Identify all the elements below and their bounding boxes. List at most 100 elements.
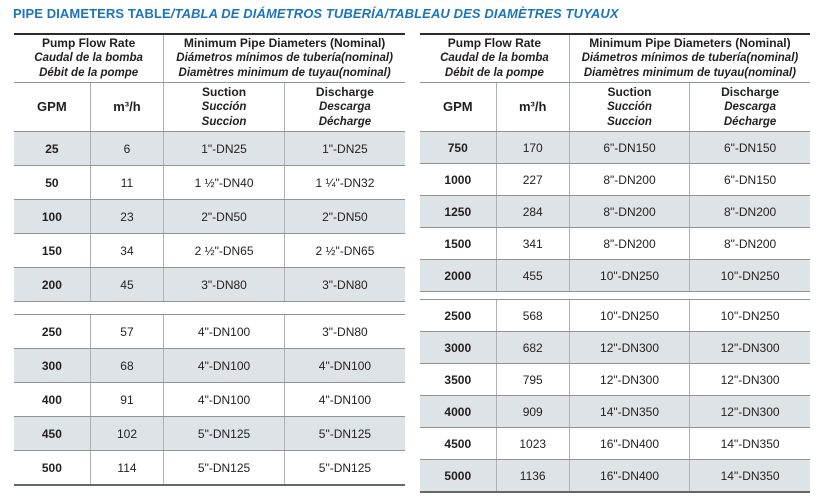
table-row: 100 23 2"-DN50 2"-DN50 — [14, 199, 405, 234]
m3h-value: 682 — [495, 331, 570, 364]
gpm-value: 1000 — [420, 163, 497, 196]
block-gap — [14, 301, 405, 315]
gpm-value: 50 — [14, 165, 91, 200]
header-minpipe-es: Diámetros mínimos de tubería(nominal) — [176, 52, 393, 65]
discharge-value: 1"-DN25 — [283, 131, 405, 166]
gpm-value: 25 — [14, 131, 91, 166]
m3h-value: 1136 — [495, 459, 570, 493]
header-suction: Suction Succión Succion — [163, 82, 285, 132]
table-row: 1000 227 8"-DN200 6"-DN150 — [420, 163, 810, 196]
header-min-pipe-diameters: Minimum Pipe Diameters (Nominal) Diámetr… — [163, 34, 405, 83]
gpm-value: 3000 — [420, 331, 497, 364]
gpm-value: 100 — [14, 199, 91, 234]
table-row: 750 170 6"-DN150 6"-DN150 — [420, 131, 810, 164]
table-row: 4500 1023 16"-DN400 14"-DN350 — [420, 427, 810, 460]
header-flow-es: Caudal de la bomba — [440, 52, 549, 65]
suction-value: 2"-DN50 — [163, 199, 285, 234]
m3h-value: 23 — [89, 199, 164, 234]
header-minpipe-en: Minimum Pipe Diameters (Nominal) — [589, 36, 791, 51]
header-minpipe-es: Diámetros mínimos de tubería(nominal) — [581, 52, 799, 65]
suction-value: 1"-DN25 — [163, 131, 285, 166]
header-discharge: Discharge Descarga Décharge — [689, 82, 810, 132]
suction-value: 1 ½"-DN40 — [163, 165, 285, 200]
table-row: 150 34 2 ½"-DN65 2 ½"-DN65 — [14, 233, 405, 268]
suction-value: 8"-DN200 — [568, 227, 690, 260]
gpm-value: 450 — [14, 416, 91, 451]
table-row: 25 6 1"-DN25 1"-DN25 — [14, 131, 405, 166]
table-row: 2500 568 10"-DN250 10"-DN250 — [420, 299, 810, 332]
header-minpipe-fr: Diamètres minimum de tuyau(nominal) — [583, 67, 796, 80]
gpm-value: 200 — [14, 267, 91, 302]
suction-value: 12"-DN300 — [568, 331, 690, 364]
gpm-value: 250 — [14, 314, 91, 349]
discharge-value: 1 ¼"-DN32 — [283, 165, 405, 200]
gpm-value: 2500 — [420, 299, 497, 332]
title-translations: /TABLA DE DIÁMETROS TUBERÍA/TABLEAU DES … — [170, 6, 619, 21]
pipe-table-high-flow: Pump Flow Rate Caudal de la bomba Débit … — [420, 33, 810, 493]
table-row: 5000 1136 16"-DN400 14"-DN350 — [420, 459, 810, 493]
table-row: 500 114 5"-DN125 5"-DN125 — [14, 450, 405, 486]
header-m3h: m³/h — [89, 82, 164, 132]
gpm-value: 400 — [14, 382, 91, 417]
header-group-row: Pump Flow Rate Caudal de la bomba Débit … — [14, 34, 405, 83]
suction-value: 2 ½"-DN65 — [163, 233, 285, 268]
suction-value: 8"-DN200 — [568, 163, 690, 196]
suction-value: 4"-DN100 — [163, 314, 285, 349]
discharge-value: 14"-DN350 — [689, 427, 810, 460]
m3h-value: 34 — [89, 233, 164, 268]
gpm-value: 1500 — [420, 227, 497, 260]
suction-value: 3"-DN80 — [163, 267, 285, 302]
m3h-value: 1023 — [495, 427, 570, 460]
table-row: 200 45 3"-DN80 3"-DN80 — [14, 267, 405, 302]
gpm-value: 4500 — [420, 427, 497, 460]
header-minpipe-en: Minimum Pipe Diameters (Nominal) — [183, 36, 386, 51]
suction-value: 4"-DN100 — [163, 382, 285, 417]
suction-value: 5"-DN125 — [163, 416, 285, 451]
title-english: PIPE DIAMETERS TABLE — [13, 6, 171, 21]
table-row: 300 68 4"-DN100 4"-DN100 — [14, 348, 405, 383]
m3h-value: 170 — [495, 131, 570, 164]
gpm-value: 3500 — [420, 363, 497, 396]
discharge-value: 4"-DN100 — [283, 348, 405, 383]
header-flow-en: Pump Flow Rate — [447, 36, 542, 51]
header-pump-flow-rate: Pump Flow Rate Caudal de la bomba Débit … — [14, 34, 164, 83]
m3h-value: 455 — [495, 259, 570, 292]
table-row: 450 102 5"-DN125 5"-DN125 — [14, 416, 405, 451]
discharge-value: 3"-DN80 — [283, 314, 405, 349]
discharge-value: 10"-DN250 — [689, 299, 810, 332]
header-suction: Suction Succión Succion — [568, 82, 690, 132]
suction-value: 4"-DN100 — [163, 348, 285, 383]
discharge-value: 8"-DN200 — [689, 227, 810, 260]
m3h-value: 795 — [495, 363, 570, 396]
discharge-value: 6"-DN150 — [689, 163, 810, 196]
discharge-value: 5"-DN125 — [283, 416, 405, 451]
suction-value: 12"-DN300 — [568, 363, 690, 396]
m3h-value: 91 — [89, 382, 164, 417]
header-columns-row: GPM m³/h Suction Succión Succion Dischar… — [14, 82, 405, 132]
suction-value: 14"-DN350 — [568, 395, 690, 428]
gpm-value: 300 — [14, 348, 91, 383]
suction-value: 6"-DN150 — [568, 131, 690, 164]
discharge-value: 14"-DN350 — [689, 459, 810, 493]
header-group-row: Pump Flow Rate Caudal de la bomba Débit … — [420, 34, 810, 83]
m3h-value: 114 — [89, 450, 164, 486]
gpm-value: 1250 — [420, 195, 497, 228]
m3h-value: 284 — [495, 195, 570, 228]
m3h-value: 45 — [89, 267, 164, 302]
m3h-value: 68 — [89, 348, 164, 383]
suction-value: 5"-DN125 — [163, 450, 285, 486]
table-row: 3000 682 12"-DN300 12"-DN300 — [420, 331, 810, 364]
m3h-value: 341 — [495, 227, 570, 260]
table-row: 1500 341 8"-DN200 8"-DN200 — [420, 227, 810, 260]
suction-value: 8"-DN200 — [568, 195, 690, 228]
header-pump-flow-rate: Pump Flow Rate Caudal de la bomba Débit … — [420, 34, 570, 83]
m3h-value: 227 — [495, 163, 570, 196]
header-columns-row: GPM m³/h Suction Succión Succion Dischar… — [420, 82, 810, 132]
header-flow-fr: Débit de la pompe — [444, 67, 544, 80]
table-row: 1250 284 8"-DN200 8"-DN200 — [420, 195, 810, 228]
discharge-value: 10"-DN250 — [689, 259, 810, 292]
m3h-value: 6 — [89, 131, 164, 166]
m3h-value: 11 — [89, 165, 164, 200]
header-flow-en: Pump Flow Rate — [41, 36, 136, 51]
